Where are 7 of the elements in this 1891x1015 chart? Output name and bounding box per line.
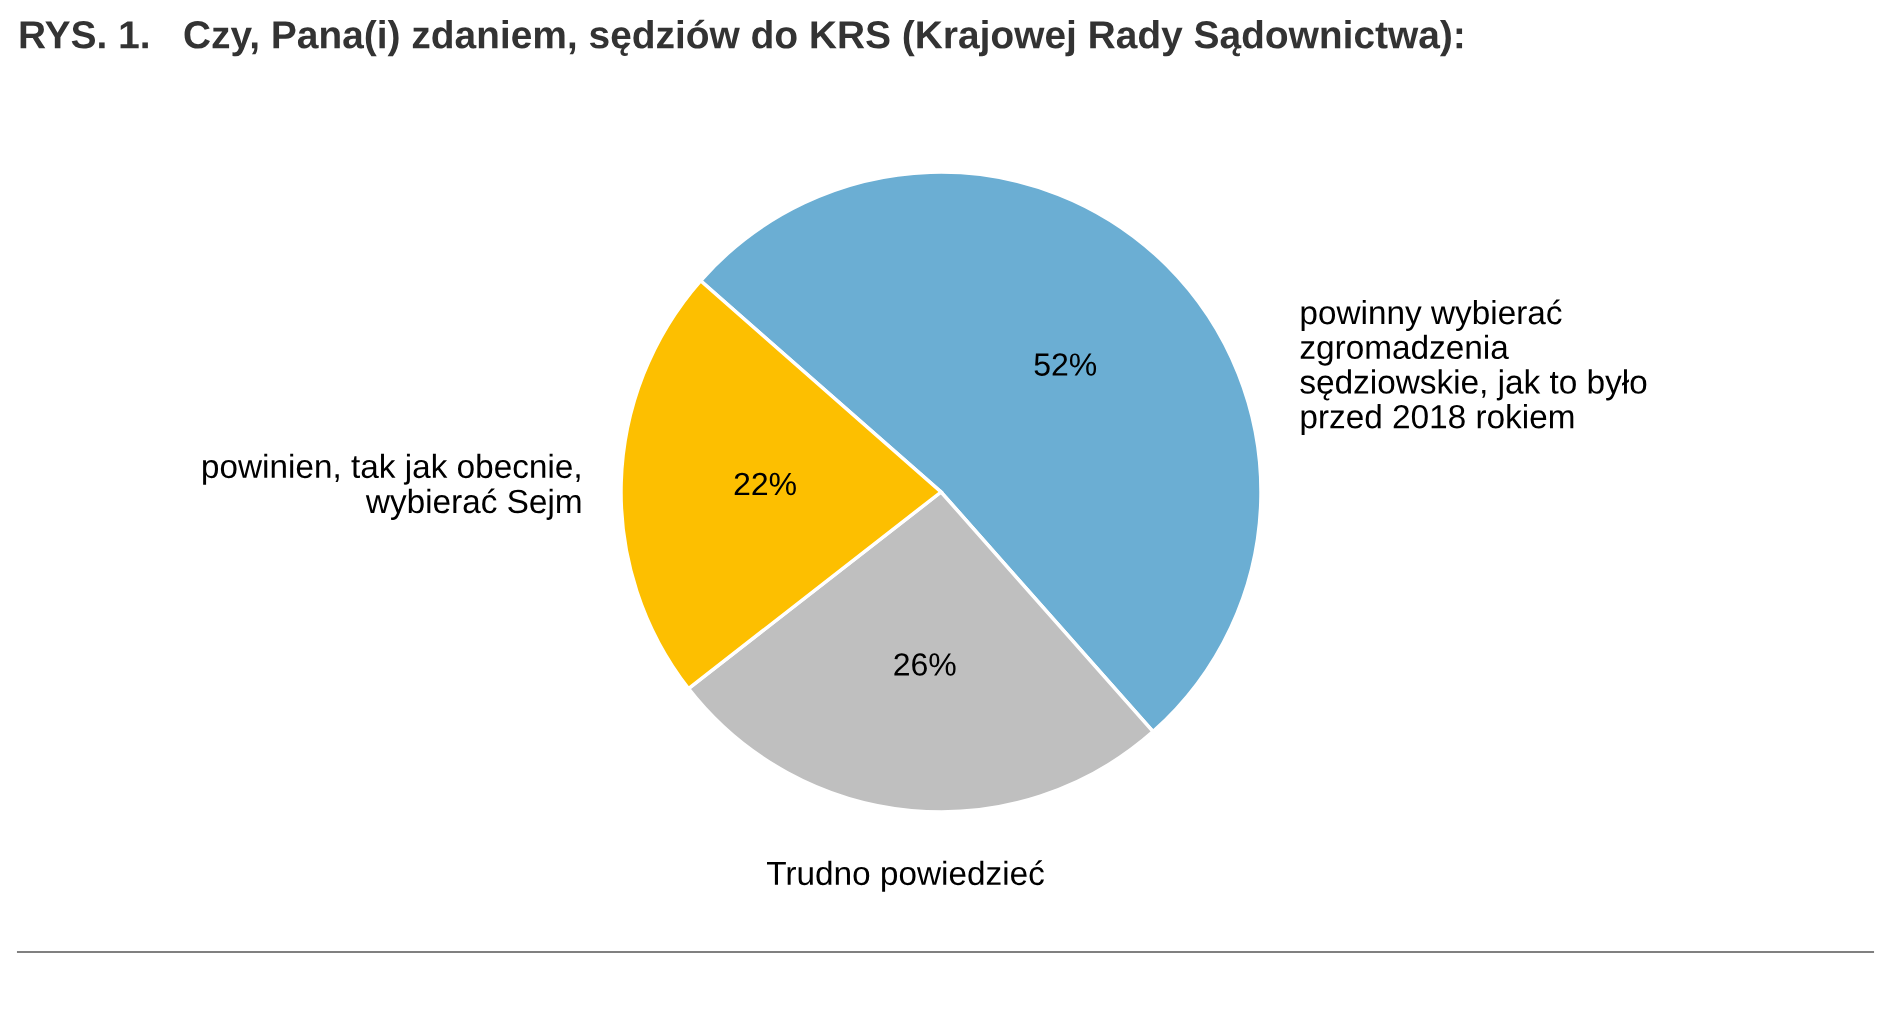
- slice-label: powinien, tak jak obecnie, wybierać Sejm: [203, 453, 581, 520]
- data-label: 52%: [1034, 353, 1097, 376]
- slice-label: Trudno powiedzieć: [767, 860, 1044, 892]
- slice-label: powinny wybierać zgromadzenia sędziowskie, jak to było przed 2018 rokiem: [1300, 299, 1647, 436]
- data-label: 26%: [894, 653, 956, 676]
- chart-title: RYS. 1. Czy, Pana(i) zdaniem, sędziów do KRS (Krajowej Rady Sądownictwa):: [20, 19, 1463, 57]
- data-label: 22%: [734, 472, 796, 496]
